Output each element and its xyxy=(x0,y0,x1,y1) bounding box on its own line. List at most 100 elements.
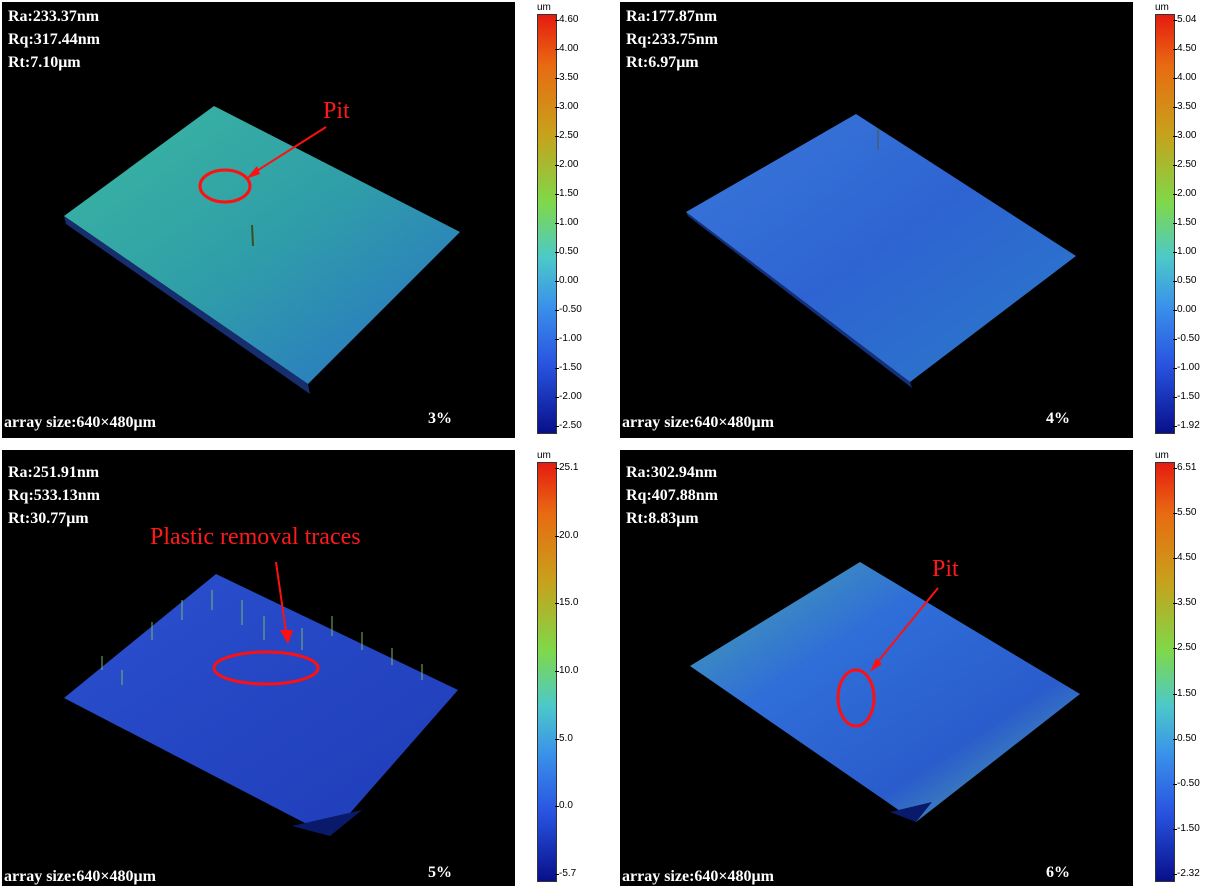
scale-tick: 20.0 xyxy=(554,529,579,541)
surface-shadow xyxy=(64,216,310,394)
scale-tick: 1.00 xyxy=(1172,246,1197,257)
ra-value: Ra:233.37nm xyxy=(8,8,100,25)
scale-tick: 0.00 xyxy=(554,275,579,286)
surface-shadow xyxy=(292,810,362,836)
spike-traces xyxy=(101,590,423,685)
color-bar xyxy=(1155,462,1175,882)
surface-shadow xyxy=(686,212,912,388)
scale-tick: 5.0 xyxy=(555,732,573,744)
scale-tick: -1.50 xyxy=(1173,391,1200,402)
scale-tick: 3.00 xyxy=(1172,130,1197,141)
rq-value: Rq:233.75nm xyxy=(626,31,719,48)
scale-tick: 6.51 xyxy=(1172,462,1197,473)
surface-mesh xyxy=(686,114,1076,382)
scale-tick: 2.50 xyxy=(1172,159,1197,170)
array-size-label: array size:640×480μm xyxy=(622,414,774,431)
panel-5pct: Ra:251.91nm Rq:533.13nm Rt:30.77μm Plast… xyxy=(0,448,611,896)
pit-marker xyxy=(836,668,876,728)
scale-tick: -1.50 xyxy=(1173,822,1200,834)
scale-tick: -1.92 xyxy=(1173,420,1200,431)
percent-label: 4% xyxy=(1046,410,1070,427)
surface-mesh xyxy=(64,106,460,384)
surface-mesh xyxy=(690,562,1080,822)
surface-view: Ra:302.94nm Rq:407.88nm Rt:8.83μm Pit ar… xyxy=(620,450,1133,886)
percent-label: 5% xyxy=(428,864,452,881)
scale-tick: 0.50 xyxy=(554,246,579,257)
surface-plot xyxy=(64,561,458,836)
scale-tick: -0.50 xyxy=(1173,333,1200,344)
rt-value: Rt:8.83μm xyxy=(626,510,699,527)
scale-tick: -2.32 xyxy=(1173,868,1200,879)
scale-tick: 2.50 xyxy=(1172,642,1197,654)
scale-unit: um xyxy=(537,2,551,13)
scale-tick: 25.1 xyxy=(554,462,579,473)
scale-tick: 4.00 xyxy=(1172,72,1197,83)
scale-tick: 1.00 xyxy=(554,217,579,228)
scale-tick: 10.0 xyxy=(554,665,579,676)
scale-tick: 2.50 xyxy=(554,130,579,141)
percent-label: 3% xyxy=(428,410,452,427)
surface-shadow xyxy=(890,802,932,822)
array-size-label: array size:640×480μm xyxy=(4,414,156,431)
scale-tick: 1.50 xyxy=(554,188,579,199)
rq-value: Rq:317.44nm xyxy=(8,31,101,48)
scale-tick: 0.00 xyxy=(1172,304,1197,315)
scale-tick: 5.50 xyxy=(1172,507,1197,519)
panel-3pct: Ra:233.37nm Rq:317.44nm Rt:7.10μm Pit ar… xyxy=(0,0,611,448)
panel-4pct: Ra:177.87nm Rq:233.75nm Rt:6.97μm array … xyxy=(618,0,1222,448)
scale-tick: -0.50 xyxy=(555,304,582,315)
scale-tick: -2.50 xyxy=(555,420,582,431)
color-scale: um 5.04 4.50 4.00 3.50 3.00 2.50 2.00 1.50 1.00 0… xyxy=(1137,2,1222,438)
scale-tick: 3.50 xyxy=(554,72,579,83)
color-scale: um 6.51 5.50 4.50 3.50 2.50 1.50 0.50 -0.50 -1.5… xyxy=(1137,450,1222,886)
scale-tick: 4.50 xyxy=(1172,43,1197,54)
scale-tick: -1.50 xyxy=(555,362,582,373)
ra-value: Ra:177.87nm xyxy=(626,8,718,25)
scale-tick: 3.50 xyxy=(1172,101,1197,112)
scale-tick: 5.04 xyxy=(1172,14,1197,25)
pit-label: Pit xyxy=(323,98,350,124)
ra-value: Ra:251.91nm xyxy=(8,464,100,481)
scale-tick: 3.00 xyxy=(554,101,579,112)
surface-view: Ra:177.87nm Rq:233.75nm Rt:6.97μm array … xyxy=(620,2,1133,438)
rq-value: Rq:407.88nm xyxy=(626,487,719,504)
color-bar xyxy=(537,14,557,434)
scale-tick: 4.50 xyxy=(1172,552,1197,564)
scale-tick: 3.50 xyxy=(1172,597,1197,609)
scale-tick: 0.0 xyxy=(555,800,573,812)
ra-value: Ra:302.94nm xyxy=(626,464,718,481)
rq-value: Rq:533.13nm xyxy=(8,487,101,504)
scale-unit: um xyxy=(537,450,551,461)
array-size-label: array size:640×480μm xyxy=(4,868,156,885)
percent-label: 6% xyxy=(1046,864,1070,881)
scale-tick: 0.50 xyxy=(1172,732,1197,744)
color-bar xyxy=(537,462,557,882)
traces-label: Plastic removal traces xyxy=(150,524,361,550)
panel-6pct: Ra:302.94nm Rq:407.88nm Rt:8.83μm Pit ar… xyxy=(618,448,1222,896)
rt-value: Rt:30.77μm xyxy=(8,510,89,527)
color-scale: um 25.1 20.0 15.0 10.0 5.0 0.0 -5.7 xyxy=(519,450,609,886)
color-scale: um 4.60 4.00 3.50 3.00 2.50 2.00 1.50 1.00 0.50 0… xyxy=(519,2,609,438)
scale-tick: 2.00 xyxy=(1172,188,1197,199)
color-bar xyxy=(1155,14,1175,434)
scale-tick: 4.00 xyxy=(554,43,579,54)
scale-tick: 1.50 xyxy=(1172,217,1197,228)
scale-tick: 2.00 xyxy=(554,159,579,170)
scale-tick: 4.60 xyxy=(554,14,579,25)
surface-mesh xyxy=(64,574,458,836)
traces-marker xyxy=(212,650,320,686)
scale-tick: -1.00 xyxy=(1173,362,1200,373)
pit-arrow xyxy=(875,587,939,665)
scale-tick: 1.50 xyxy=(1172,687,1197,699)
surface-plot xyxy=(64,106,460,394)
traces-arrow xyxy=(275,561,287,633)
array-size-label: array size:640×480μm xyxy=(622,868,774,885)
surface-plot xyxy=(690,562,1080,822)
pit-arrow xyxy=(251,126,327,175)
pit-label: Pit xyxy=(932,556,959,582)
scale-tick: 15.0 xyxy=(554,597,579,609)
scale-tick: -5.7 xyxy=(554,868,577,879)
rt-value: Rt:7.10μm xyxy=(8,54,81,71)
surface-view: Ra:233.37nm Rq:317.44nm Rt:7.10μm Pit ar… xyxy=(2,2,515,438)
scale-unit: um xyxy=(1155,450,1169,461)
